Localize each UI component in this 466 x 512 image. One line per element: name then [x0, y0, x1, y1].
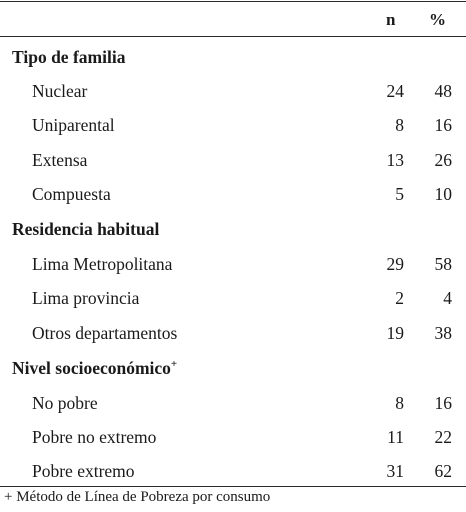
row-label: Nuclear: [32, 81, 88, 101]
section-title: Residencia habitual: [12, 219, 160, 239]
table-row: Extensa 13 26: [0, 143, 466, 177]
table-row: Pobre extremo 31 62: [0, 454, 466, 488]
row-label: Compuesta: [32, 184, 111, 204]
footnote-marker: +: [170, 358, 178, 370]
row-label: Pobre extremo: [32, 461, 135, 481]
row-percent-value: 10: [434, 184, 453, 204]
section-header-residencia-habitual: Residencia habitual: [0, 212, 466, 246]
row-label: Uniparental: [32, 115, 115, 135]
row-n-value: 2: [395, 288, 404, 308]
row-percent-value: 4: [443, 288, 452, 308]
table-row: Pobre no extremo 11 22: [0, 420, 466, 454]
row-percent-value: 26: [434, 150, 453, 170]
row-n-value: 11: [387, 427, 404, 447]
row-percent-value: 38: [434, 323, 453, 343]
section-header-tipo-familia: Tipo de familia: [0, 40, 466, 74]
row-label: Lima provincia: [32, 288, 140, 308]
table-row: Lima Metropolitana 29 58: [0, 247, 466, 281]
row-label: No pobre: [32, 393, 98, 413]
row-percent-value: 58: [434, 254, 453, 274]
section-header-nivel-socioeconomico: Nivel socioeconómico+: [0, 351, 466, 385]
section-title: Tipo de familia: [12, 47, 126, 67]
row-label: Extensa: [32, 150, 88, 170]
table-bottom-rule: [0, 486, 466, 487]
section-title-wrapper: Nivel socioeconómico+: [12, 357, 177, 379]
row-label: Pobre no extremo: [32, 427, 157, 447]
column-header-percent: %: [429, 10, 446, 29]
table-row: No pobre 8 16: [0, 386, 466, 420]
row-n-value: 31: [386, 461, 405, 481]
row-percent-value: 16: [434, 115, 453, 135]
column-header-n: n: [386, 10, 396, 29]
row-n-value: 24: [386, 81, 405, 101]
row-percent-value: 48: [434, 81, 453, 101]
table-row: Nuclear 24 48: [0, 74, 466, 108]
row-label: Lima Metropolitana: [32, 254, 173, 274]
table-row: Compuesta 5 10: [0, 177, 466, 211]
table-row: Uniparental 8 16: [0, 108, 466, 142]
row-n-value: 8: [395, 393, 404, 413]
row-n-value: 29: [386, 254, 405, 274]
table-header-rule: [0, 36, 466, 37]
table-row: Lima provincia 2 4: [0, 281, 466, 315]
table-top-rule: [0, 1, 466, 2]
row-label: Otros departamentos: [32, 323, 178, 343]
row-percent-value: 16: [434, 393, 453, 413]
row-n-value: 5: [395, 184, 404, 204]
table-row: Otros departamentos 19 38: [0, 316, 466, 350]
table-footnote: + Método de Línea de Pobreza por consumo: [4, 489, 271, 505]
section-title: Nivel socioeconómico: [12, 358, 171, 378]
row-n-value: 13: [386, 150, 405, 170]
row-n-value: 8: [395, 115, 404, 135]
row-n-value: 19: [386, 323, 405, 343]
row-percent-value: 62: [434, 461, 453, 481]
row-percent-value: 22: [434, 427, 453, 447]
